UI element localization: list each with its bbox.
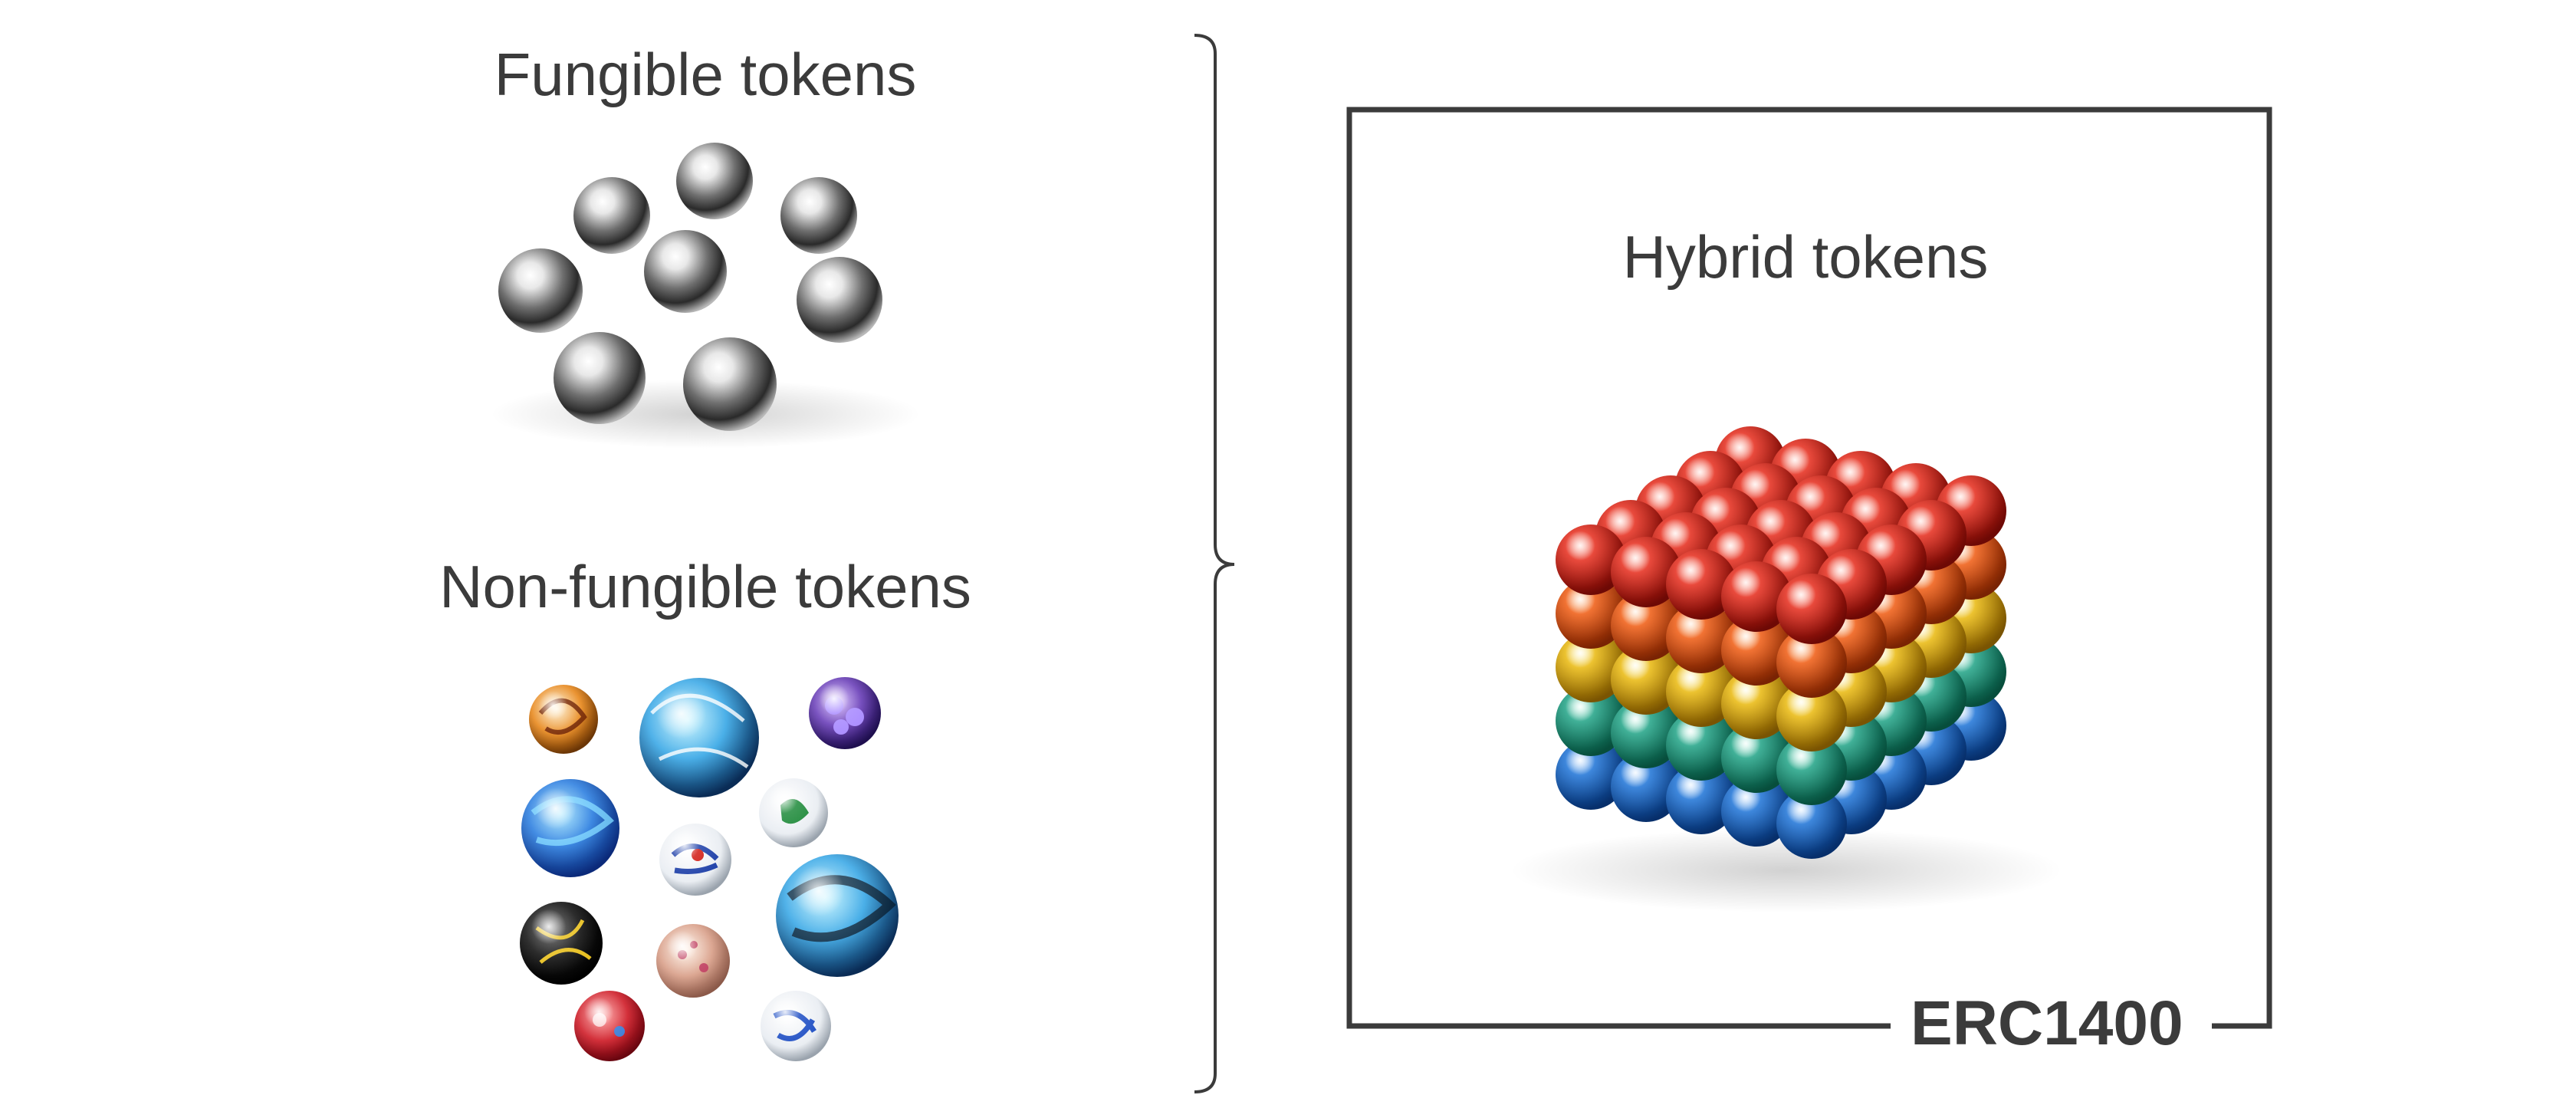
grouping-bracket (1194, 34, 1235, 1093)
non-fungible-tokens-title: Non-fungible tokens (439, 553, 971, 620)
cube-ball-highlight (1776, 627, 1847, 698)
cube-ball-highlight (1776, 681, 1847, 751)
cube-ball-highlight (1776, 735, 1847, 805)
cube-ball-highlight (1776, 788, 1847, 859)
fungible-tokens-title: Fungible tokens (494, 41, 917, 108)
glass-marbles-icon (520, 677, 899, 1061)
cube-ball-highlight (1556, 739, 1626, 810)
cube-ball-highlight (1611, 537, 1681, 607)
cube-ball-highlight (1666, 710, 1737, 781)
cube-ball-highlight (1776, 574, 1847, 644)
hybrid-frame (1346, 107, 2272, 1029)
cube-ball-highlight (1721, 722, 1792, 793)
cube-ball-highlight (1666, 603, 1737, 673)
silver-ball-bearings-icon (491, 143, 920, 449)
cube-ball-highlight (1721, 669, 1792, 739)
cube-ball-highlight (1721, 615, 1792, 686)
cube-ball-highlight (1611, 698, 1681, 768)
cube-ball-highlight (1721, 776, 1792, 847)
hybrid-tokens-title: Hybrid tokens (1622, 223, 1989, 291)
erc1400-label: ERC1400 (1892, 992, 2202, 1055)
cube-ball-highlight (1666, 764, 1737, 834)
cube-ball-highlight (1556, 632, 1626, 702)
rainbow-magnetic-ball-cube-icon (1510, 426, 2062, 912)
cube-ball-highlight (1666, 549, 1737, 620)
cube-ball-highlight (1611, 590, 1681, 661)
cube-ball-highlight (1721, 561, 1792, 632)
cube-ball-highlight (1611, 751, 1681, 822)
cube-ball-highlight (1556, 686, 1626, 756)
cube-ball-highlight (1611, 644, 1681, 715)
cube-ball-highlight (1666, 656, 1737, 727)
cube-ball-highlight (1556, 524, 1626, 595)
cube-ball-highlight (1556, 578, 1626, 649)
